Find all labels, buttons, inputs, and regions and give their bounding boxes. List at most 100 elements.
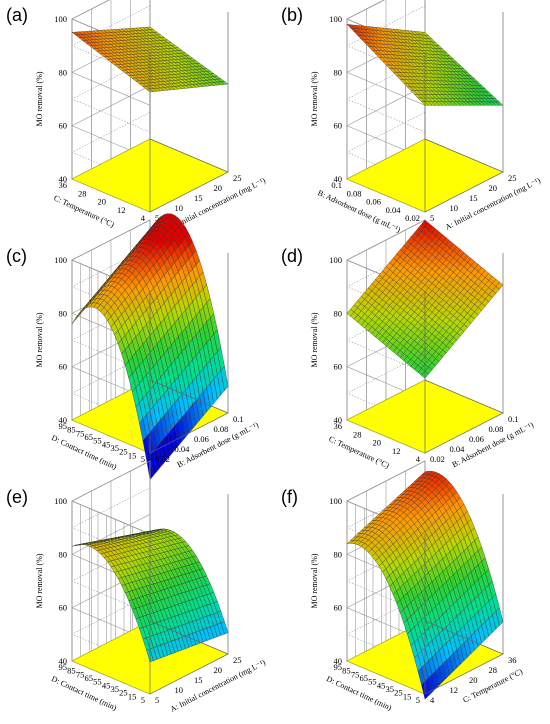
- x-tick-label: 10: [450, 203, 459, 213]
- front-edges: [149, 494, 229, 695]
- x-tick-label: 10: [175, 203, 184, 213]
- x-tick-label: 0.1: [508, 414, 519, 424]
- y-tick-label: 36: [334, 421, 343, 431]
- x-tick-label: 28: [489, 665, 498, 675]
- z-axis-label: MO removal (%): [310, 71, 319, 126]
- front-edges: [424, 253, 504, 454]
- y-tick-label: 5: [416, 695, 420, 705]
- z-tick-label: 60: [334, 603, 343, 613]
- y-tick-label: 45: [102, 680, 111, 690]
- y-tick-label: 85: [67, 666, 76, 676]
- z-tick-label: 80: [59, 549, 68, 559]
- x-tick-label: 20: [469, 675, 478, 685]
- z-tick-label: 40: [59, 174, 68, 184]
- panel-label: (d): [281, 246, 303, 266]
- x-tick-label: 15: [469, 193, 478, 203]
- y-tick-label: 25: [394, 688, 403, 698]
- y-tick-label: 75: [76, 669, 85, 679]
- y-tick-label: 45: [102, 439, 111, 449]
- x-tick-label: 5: [155, 695, 159, 705]
- y-tick-label: 12: [392, 446, 401, 456]
- front-edges: [149, 253, 229, 454]
- panel-label: (f): [281, 487, 298, 507]
- y-tick-label: 20: [373, 438, 382, 448]
- y-tick-label: 55: [368, 677, 377, 687]
- y-tick-label: 55: [93, 436, 102, 446]
- x-tick-label: 15: [194, 193, 203, 203]
- z-axis-label: MO removal (%): [310, 553, 319, 608]
- y-axis-label: C: Temperature (°C): [327, 434, 391, 470]
- x-tick-label: 4: [430, 695, 435, 705]
- surface-cell: [495, 281, 504, 290]
- surface-plot: 0.020.040.060.080.1515253545556575859540…: [6, 213, 260, 481]
- x-tick-label: 5: [430, 213, 434, 223]
- x-tick-label: 20: [214, 183, 223, 193]
- y-tick-label: 20: [98, 197, 107, 207]
- x-tick-label: 20: [489, 183, 498, 193]
- y-tick-label: 35: [111, 684, 120, 694]
- z-tick-label: 40: [334, 656, 343, 666]
- z-tick-label: 40: [59, 656, 68, 666]
- y-tick-label: 15: [128, 450, 137, 460]
- x-tick-label: 0.08: [489, 424, 504, 434]
- response-surface: [346, 24, 504, 106]
- y-tick-label: 4: [416, 454, 421, 464]
- z-tick-label: 60: [59, 603, 68, 613]
- x-tick-label: 0.04: [175, 444, 191, 454]
- panel-d: 0.02 0.04 0.06 0.08 0.1 4 12 20 28 36 40 60 80 100 B: …: [275, 219, 550, 482]
- panel-label: (b): [281, 5, 303, 25]
- y-tick-label: 65: [360, 673, 369, 683]
- x-tick-label: 25: [233, 655, 242, 665]
- response-surface: [71, 213, 229, 481]
- panel-e: 5 10 15 20 25 5 15 25 35 45 55 65 75 85 95 40 60 80 100 A: …: [0, 460, 275, 723]
- x-tick-label: 5: [155, 213, 159, 223]
- y-tick-label: 0.04: [386, 205, 402, 215]
- z-tick-label: 40: [334, 174, 343, 184]
- y-tick-label: 35: [111, 443, 120, 453]
- y-tick-label: 12: [117, 205, 126, 215]
- surface-cell: [495, 101, 504, 106]
- x-tick-label: 0.08: [214, 424, 229, 434]
- y-tick-label: 25: [119, 688, 128, 698]
- front-edges: [424, 494, 504, 695]
- z-tick-label: 100: [54, 496, 67, 506]
- z-tick-label: 40: [334, 415, 343, 425]
- front-edges: [149, 12, 229, 213]
- z-tick-label: 40: [59, 415, 68, 425]
- y-tick-label: 5: [141, 454, 145, 464]
- z-tick-label: 100: [54, 255, 67, 265]
- x-tick-label: 0.04: [450, 444, 466, 454]
- z-axis-label: MO removal (%): [35, 553, 44, 608]
- z-axis-label: MO removal (%): [35, 71, 44, 126]
- x-tick-label: 20: [214, 665, 223, 675]
- x-tick-label: 0.02: [430, 454, 445, 464]
- y-tick-label: 85: [67, 425, 76, 435]
- y-tick-label: 28: [78, 188, 87, 198]
- y-tick-label: 55: [93, 677, 102, 687]
- response-surface: [71, 528, 229, 663]
- y-tick-label: 65: [85, 432, 94, 442]
- z-tick-label: 80: [334, 549, 343, 559]
- y-tick-label: 95: [59, 662, 68, 672]
- x-tick-label: 15: [194, 675, 203, 685]
- y-tick-label: 65: [85, 673, 94, 683]
- y-tick-label: 5: [141, 695, 145, 705]
- y-tick-label: 35: [386, 684, 395, 694]
- surface-cell: [220, 365, 229, 392]
- y-tick-label: 0.02: [405, 213, 420, 223]
- panel-c: 0.02 0.04 0.06 0.08 0.1 5 15 25 35 45 55 65 75 85 95 40…: [0, 213, 275, 482]
- front-edges: [424, 12, 504, 213]
- x-tick-label: 25: [233, 173, 242, 183]
- z-tick-label: 80: [59, 67, 68, 77]
- y-tick-label: 75: [76, 428, 85, 438]
- x-tick-label: 25: [508, 173, 517, 183]
- x-tick-label: 0.06: [194, 434, 209, 444]
- panel-label: (c): [6, 246, 27, 266]
- panel-label: (a): [6, 5, 28, 25]
- x-tick-label: 12: [450, 685, 459, 695]
- panel-label: (e): [6, 487, 28, 507]
- surface-cell: [495, 607, 504, 626]
- surface-plot: 0.020.040.060.080.1412202836406080100B: …: [281, 219, 535, 470]
- surface-plot: 4122028365152535455565758595406080100C: …: [281, 460, 524, 712]
